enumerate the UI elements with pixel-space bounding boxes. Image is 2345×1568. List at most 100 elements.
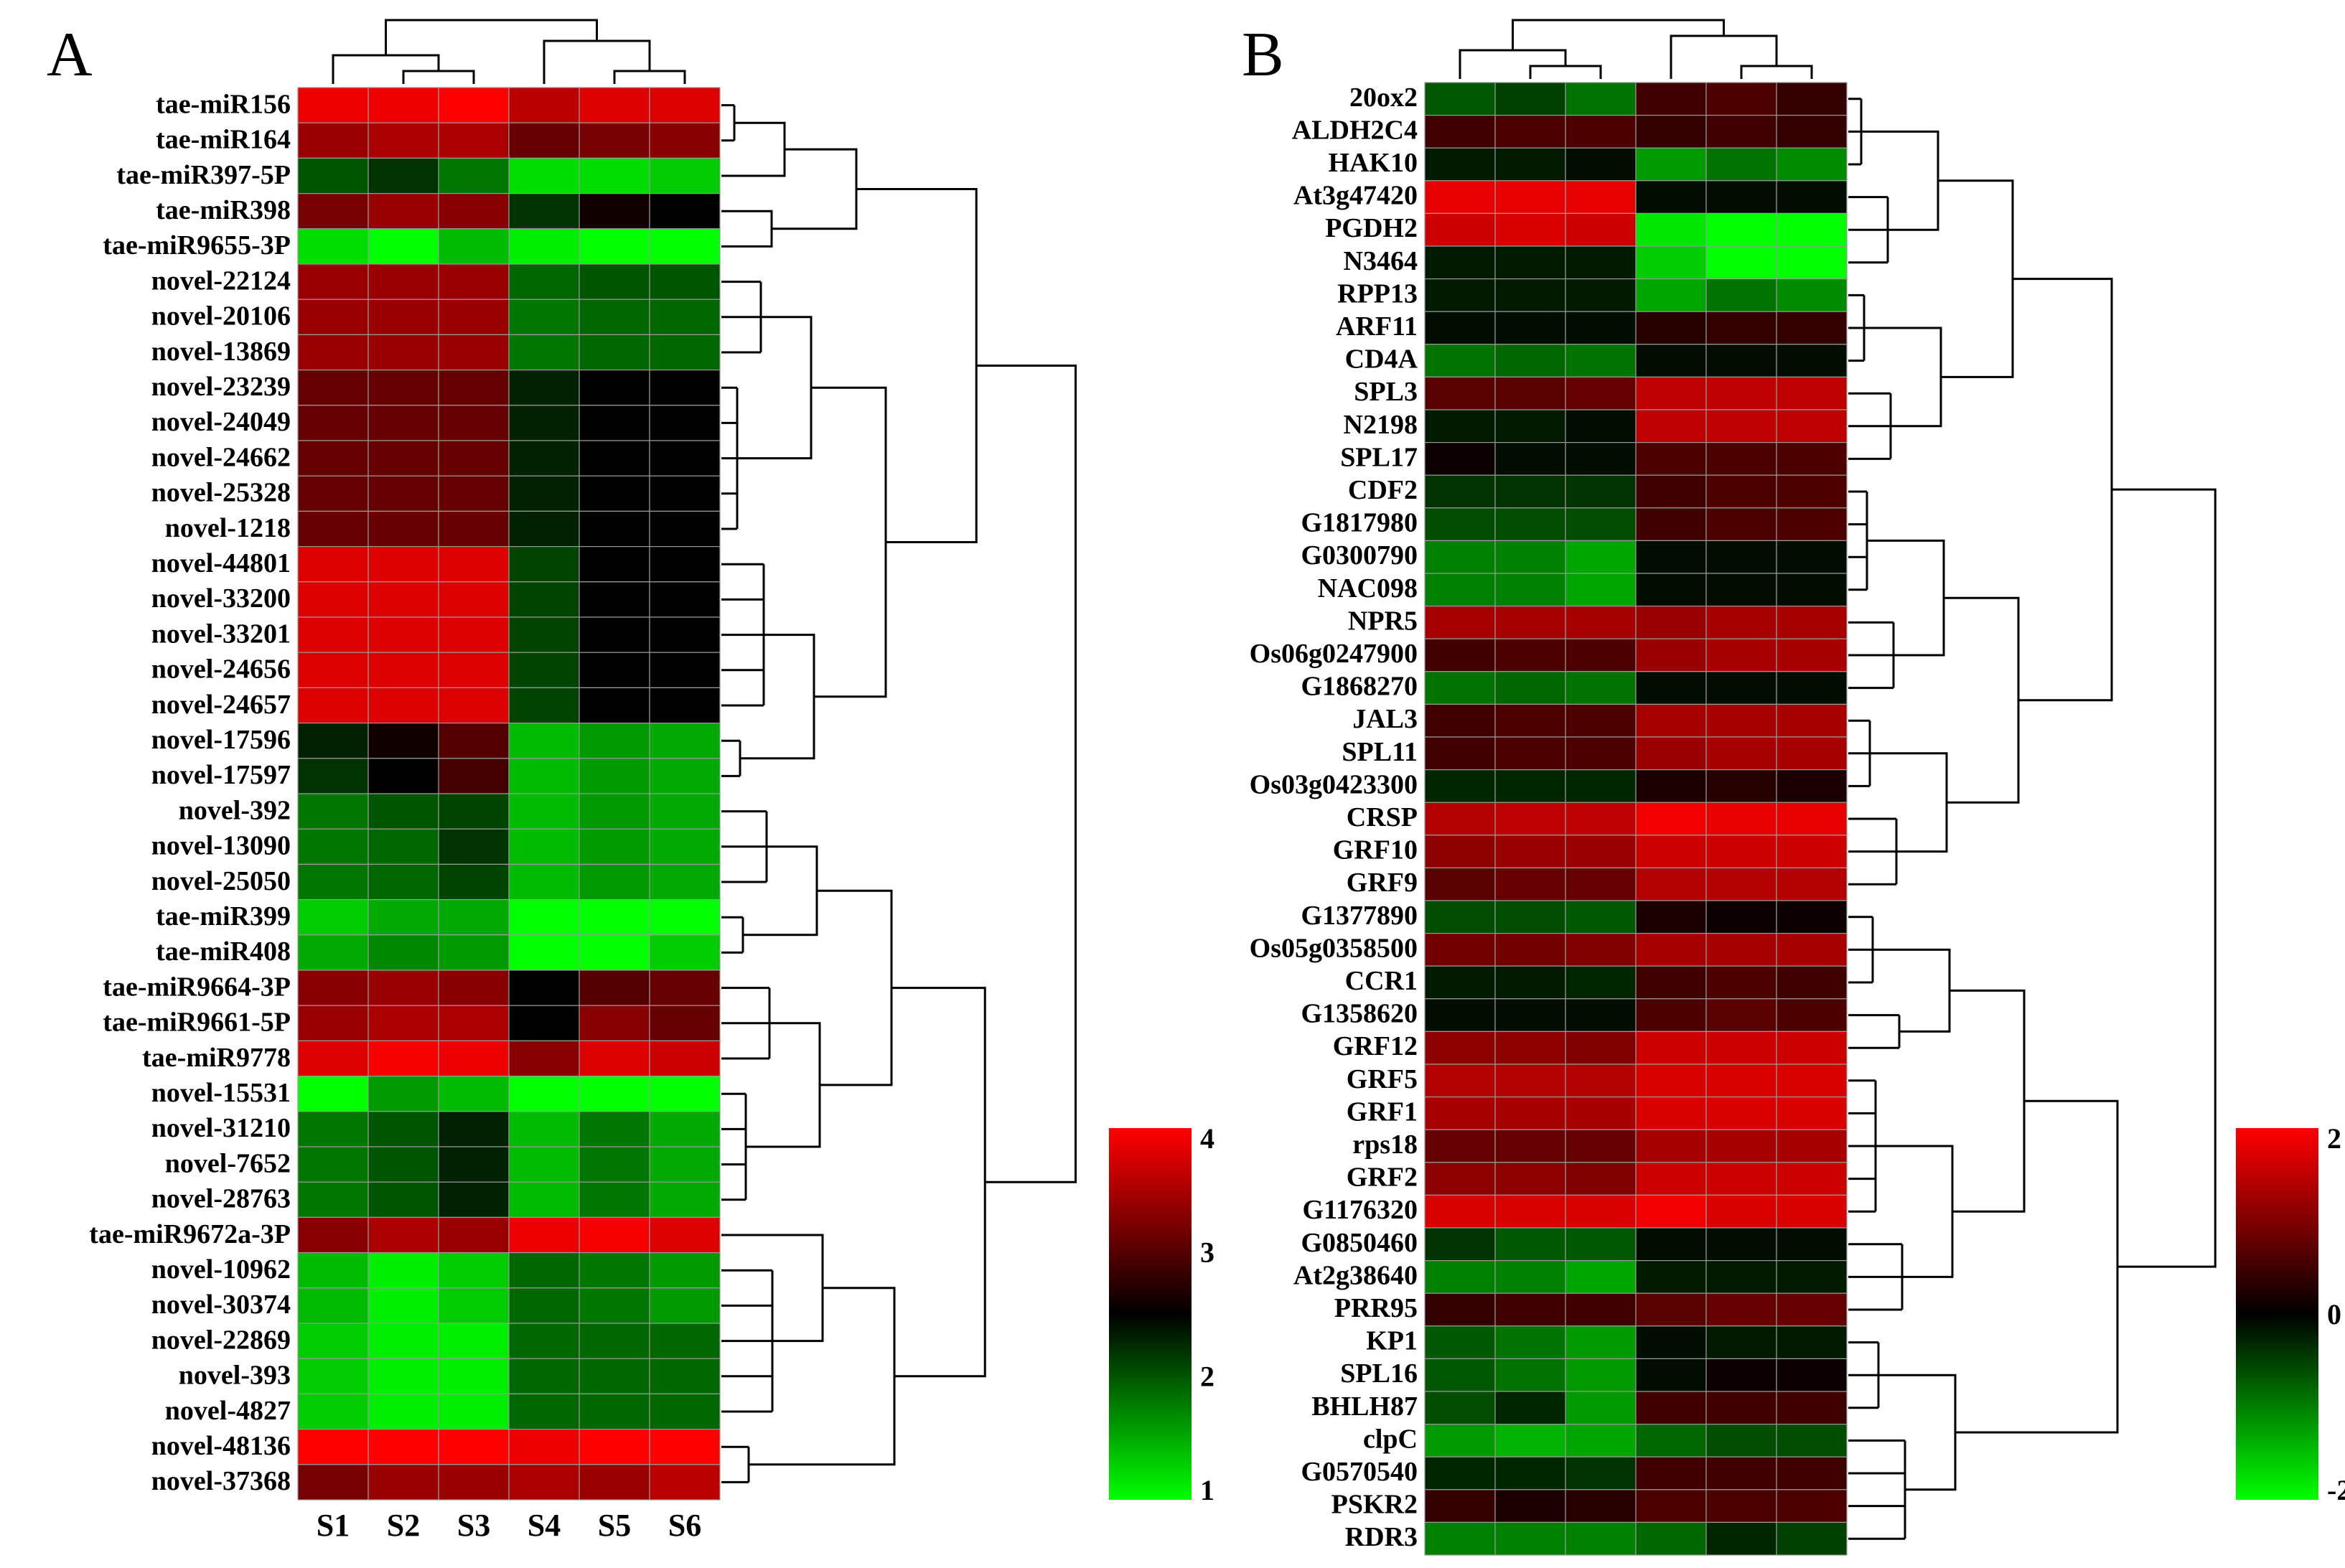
heatmap-cell [579, 1216, 650, 1254]
heatmap-cell [1635, 115, 1707, 149]
row-label: tae-miR398 [156, 195, 291, 225]
row-label: tae-miR399 [156, 901, 291, 931]
column-dendrogram [332, 19, 686, 84]
heatmap-cell [579, 510, 650, 548]
heatmap-cell [508, 405, 580, 441]
dendrogram-link [856, 187, 978, 543]
heatmap-cell [1635, 736, 1707, 771]
heatmap-cell [1494, 1391, 1566, 1425]
color-scale-gradient [1109, 1128, 1192, 1500]
heatmap-cell [1705, 1129, 1777, 1163]
row-label: CCR1 [1345, 966, 1418, 996]
heatmap-cell [1565, 474, 1637, 509]
heatmap-cell [1776, 573, 1848, 607]
heatmap-cell [1635, 835, 1707, 869]
heatmap-cell [368, 263, 439, 300]
heatmap-cell [438, 1216, 510, 1254]
heatmap-cell [297, 87, 369, 123]
heatmap-cell [649, 405, 721, 441]
heatmap-cell [1635, 638, 1707, 672]
heatmap-cell [1776, 1194, 1848, 1229]
heatmap-cell [649, 1428, 721, 1465]
heatmap-cell [438, 1040, 510, 1077]
heatmap-cell [508, 510, 580, 548]
heatmap-cell [1705, 1227, 1777, 1262]
heatmap-cell [1635, 1325, 1707, 1360]
heatmap-cell [579, 1075, 650, 1112]
heatmap-cell [1565, 1096, 1637, 1130]
heatmap-cell [508, 263, 580, 300]
row-label: CDF2 [1348, 475, 1418, 505]
row-label: SPL16 [1340, 1358, 1418, 1389]
row-label: PRR95 [1334, 1293, 1418, 1323]
heatmap-cell [1424, 245, 1496, 280]
heatmap-cell [579, 369, 650, 406]
dendrogram-link [332, 54, 440, 84]
heatmap-cell [1565, 1259, 1637, 1294]
row-label: CD4A [1345, 344, 1418, 375]
heatmap-cell [1776, 212, 1848, 247]
heatmap-cell [1565, 245, 1637, 280]
heatmap-cell [1776, 115, 1848, 149]
heatmap-cell [1494, 1031, 1566, 1065]
heatmap-cell [438, 405, 510, 441]
heatmap-cell [508, 687, 580, 724]
heatmap-cell [368, 581, 439, 618]
heatmap-cell [579, 545, 650, 583]
row-dendrogram [1848, 98, 2217, 1540]
row-label: tae-miR397-5P [116, 160, 291, 190]
dendrogram-link [721, 210, 773, 248]
heatmap-cell [1635, 965, 1707, 1000]
heatmap-cell [1776, 1064, 1848, 1098]
dendrogram-link [743, 845, 818, 936]
heatmap-cell [297, 440, 369, 476]
heatmap-cell [508, 1146, 580, 1183]
heatmap-cell [1565, 376, 1637, 410]
heatmap-cell [1776, 1162, 1848, 1196]
column-label: S2 [1514, 1563, 1547, 1568]
heatmap-cell [1424, 1325, 1496, 1360]
heatmap-cell [1776, 605, 1848, 639]
row-label: NAC098 [1318, 573, 1418, 604]
heatmap-cell [649, 863, 721, 901]
heatmap-cell [649, 1111, 721, 1147]
heatmap-cell [438, 193, 510, 230]
heatmap-cell [1635, 671, 1707, 705]
heatmap-cell [1705, 703, 1777, 738]
row-label: PSKR2 [1331, 1490, 1418, 1520]
heatmap-cell [1635, 147, 1707, 182]
dendrogram-link [1861, 130, 1939, 231]
heatmap-cell [1776, 1292, 1848, 1327]
heatmap-cell [297, 1393, 369, 1430]
row-label: tae-miR164 [156, 125, 291, 155]
heatmap-cell [1635, 802, 1707, 836]
heatmap-cell [1635, 605, 1707, 639]
row-label: CRSP [1347, 802, 1418, 832]
heatmap-cell [368, 1428, 439, 1465]
heatmap-cell [579, 1146, 650, 1183]
heatmap-cell [579, 581, 650, 618]
heatmap-cell [368, 1146, 439, 1183]
dendrogram-link [1944, 596, 2020, 804]
heatmap-cell [297, 369, 369, 406]
row-label: tae-miR408 [156, 936, 291, 967]
row-label: rps18 [1352, 1130, 1418, 1160]
heatmap-cell [579, 687, 650, 724]
heatmap-cell [368, 299, 439, 336]
heatmap-cell [649, 1252, 721, 1289]
heatmap-cell [1424, 1358, 1496, 1392]
heatmap-cell [1565, 1325, 1637, 1360]
heatmap-cell [1705, 1096, 1777, 1130]
heatmap-cell [649, 1358, 721, 1394]
heatmap-cell [508, 828, 580, 865]
heatmap-cell [508, 970, 580, 1006]
heatmap-cell [1494, 1489, 1566, 1524]
heatmap-cell [297, 1358, 369, 1394]
heatmap-cell [1565, 1031, 1637, 1065]
heatmap-cell [1494, 115, 1566, 149]
color-scale-bar: 1 2 3 4 [1109, 1122, 1214, 1506]
heatmap-cell [508, 793, 580, 830]
heatmap-cell [649, 898, 721, 936]
heatmap-cell [1705, 1325, 1777, 1360]
